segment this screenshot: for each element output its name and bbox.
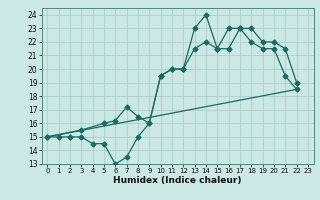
X-axis label: Humidex (Indice chaleur): Humidex (Indice chaleur) xyxy=(113,176,242,185)
